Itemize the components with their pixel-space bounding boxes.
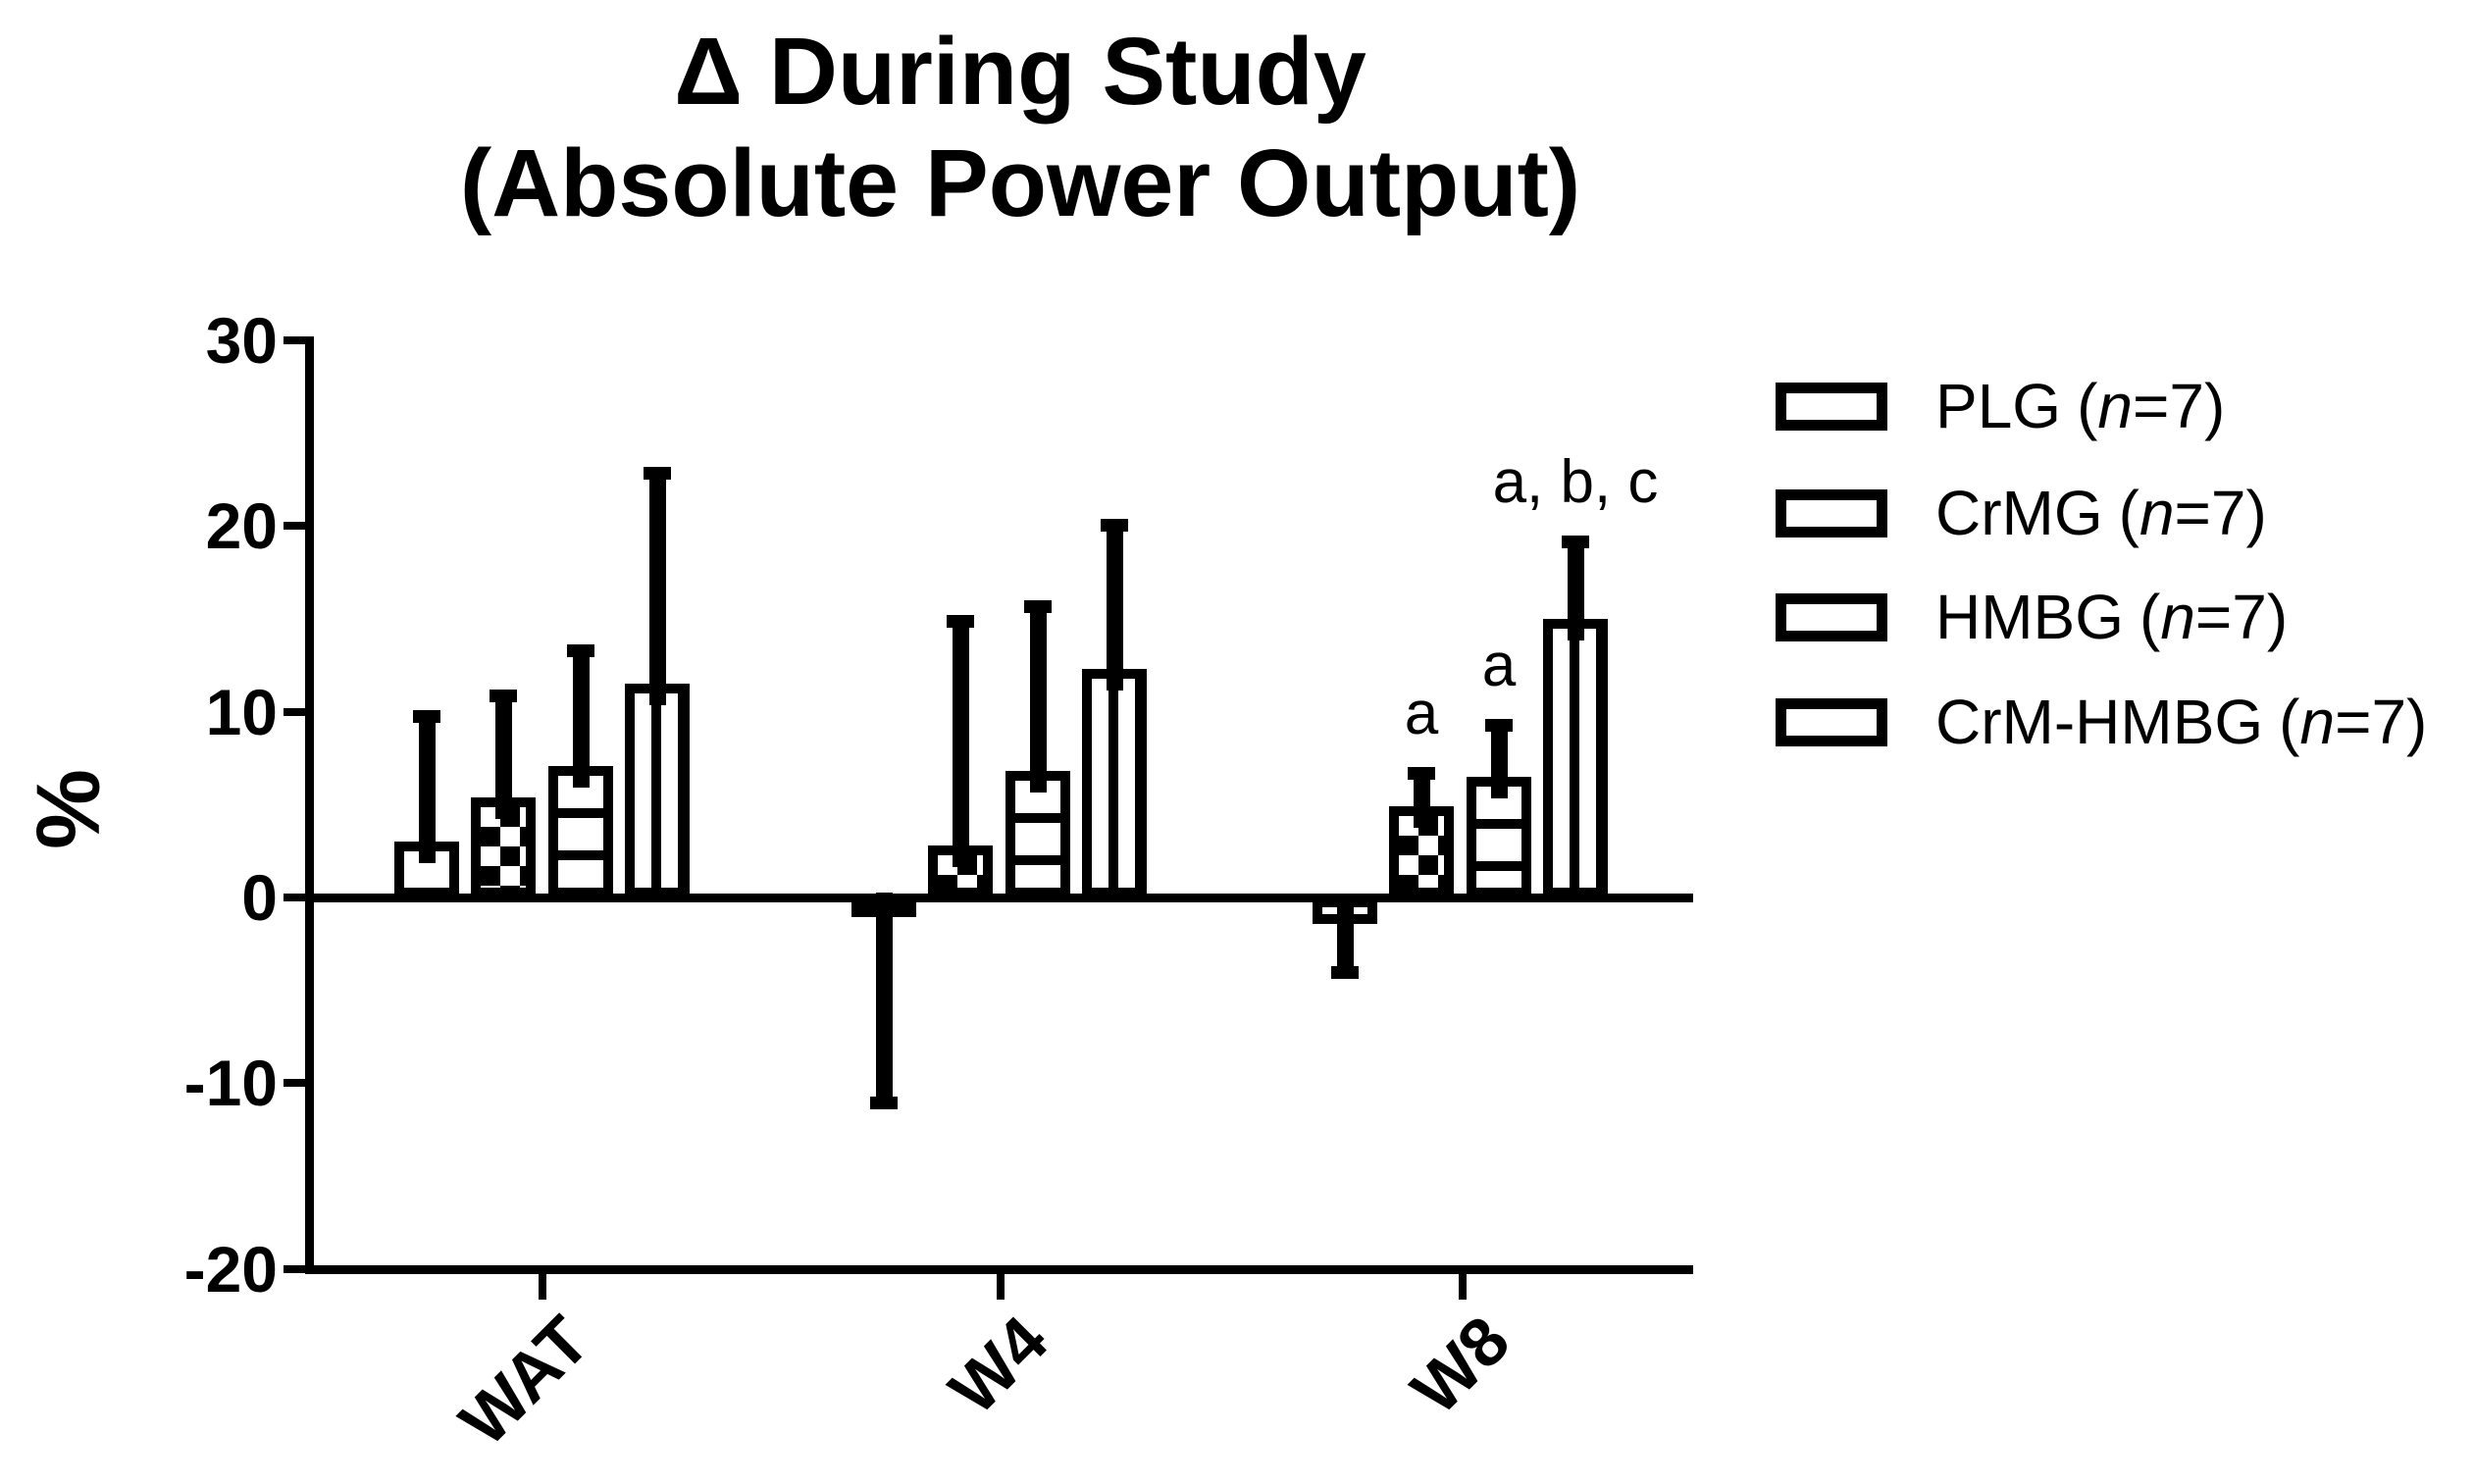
bar-W8-CrM-HMBG bbox=[1543, 618, 1608, 897]
error-bar-stem-WAT-PLG bbox=[418, 713, 436, 864]
y-axis-tick bbox=[283, 894, 305, 901]
y-axis-tick bbox=[283, 707, 305, 716]
legend-series-name: PLG bbox=[1935, 371, 2062, 441]
error-bar-cap-W8-CrM-HMBG bbox=[1562, 535, 1589, 548]
error-bar-stem-W4-PLG bbox=[875, 893, 893, 1105]
legend-swatch-HMBG-icon bbox=[1776, 593, 1887, 641]
significance-annotation: a bbox=[1481, 632, 1517, 700]
error-bar-cap-W4-CrMG bbox=[947, 615, 974, 629]
x-axis-zero-line bbox=[305, 894, 1693, 902]
bar-WAT-HMBG bbox=[548, 765, 613, 897]
error-bar-cap-WAT-PLG bbox=[413, 709, 440, 723]
y-tick-label: -20 bbox=[183, 1232, 278, 1305]
significance-annotation: a bbox=[1404, 680, 1439, 748]
error-bar-cap-WAT-HMBG bbox=[567, 644, 594, 658]
error-bar-stem-WAT-CrMG bbox=[494, 692, 512, 819]
x-axis-tick bbox=[1459, 1274, 1467, 1300]
legend-n-count: (n=7) bbox=[2279, 687, 2428, 757]
legend-label-HMBG: HMBG (n=7) bbox=[1935, 583, 2288, 651]
chart-title: Δ During Study (Absolute Power Output) bbox=[294, 16, 1746, 239]
legend-n-count: (n=7) bbox=[2139, 582, 2289, 652]
y-tick-label: 0 bbox=[241, 861, 278, 934]
error-bar-stem-W8-CrM-HMBG bbox=[1567, 538, 1584, 640]
error-bar-stem-W4-CrM-HMBG bbox=[1106, 522, 1123, 691]
error-bar-stem-WAT-HMBG bbox=[572, 648, 590, 788]
legend-label-PLG: PLG (n=7) bbox=[1935, 372, 2225, 440]
bar-WAT-CrM-HMBG bbox=[625, 684, 690, 897]
legend-label-CrM-HMBG: CrM-HMBG (n=7) bbox=[1935, 688, 2427, 756]
x-axis-line bbox=[305, 1265, 1693, 1274]
error-bar-stem-W4-CrMG bbox=[952, 619, 969, 867]
error-bar-cap-WAT-CrMG bbox=[490, 689, 517, 702]
legend-n-count: (n=7) bbox=[2077, 371, 2226, 441]
y-axis-tick bbox=[283, 335, 305, 344]
error-bar-cap-W8-HMBG bbox=[1485, 719, 1513, 733]
error-bar-cap-W8-CrMG bbox=[1408, 767, 1435, 781]
legend-n-count: (n=7) bbox=[2118, 478, 2267, 548]
legend-series-name: CrM-HMBG bbox=[1935, 687, 2264, 757]
legend-swatch-CrMG-icon bbox=[1776, 489, 1887, 537]
y-tick-label: 20 bbox=[205, 489, 278, 563]
x-axis-tick bbox=[997, 1274, 1005, 1300]
legend-label-CrMG: CrMG (n=7) bbox=[1935, 479, 2267, 547]
legend-swatch-CrM-HMBG-icon bbox=[1776, 698, 1887, 746]
y-tick-label: 10 bbox=[205, 675, 278, 748]
y-axis-tick bbox=[283, 1264, 305, 1273]
legend-series-name: CrMG bbox=[1935, 478, 2103, 548]
error-bar-stem-W4-HMBG bbox=[1029, 604, 1047, 793]
x-axis-tick bbox=[539, 1274, 546, 1300]
error-bar-cap-W8-PLG bbox=[1331, 966, 1359, 980]
error-bar-stem-W8-HMBG bbox=[1490, 723, 1508, 798]
error-bar-stem-WAT-CrM-HMBG bbox=[648, 470, 666, 706]
legend-swatch-PLG-icon bbox=[1776, 383, 1887, 431]
error-bar-cap-WAT-CrM-HMBG bbox=[644, 466, 671, 480]
error-bar-stem-W8-CrMG bbox=[1413, 771, 1430, 829]
chart-title-line2: (Absolute Power Output) bbox=[459, 129, 1581, 236]
error-bar-cap-W4-CrM-HMBG bbox=[1101, 518, 1128, 532]
y-tick-label: 30 bbox=[205, 303, 278, 377]
significance-annotation: a, b, c bbox=[1492, 447, 1659, 516]
y-axis-tick bbox=[283, 1079, 305, 1088]
error-bar-cap-W4-PLG bbox=[870, 1096, 898, 1109]
legend-series-name: HMBG bbox=[1935, 582, 2124, 652]
y-axis-line bbox=[305, 336, 314, 1274]
error-bar-stem-W8-PLG bbox=[1336, 901, 1354, 976]
chart-title-line1: Δ During Study bbox=[674, 18, 1366, 125]
error-bar-cap-W4-HMBG bbox=[1024, 600, 1052, 614]
y-tick-label: -10 bbox=[183, 1047, 278, 1120]
y-axis-tick bbox=[283, 522, 305, 531]
